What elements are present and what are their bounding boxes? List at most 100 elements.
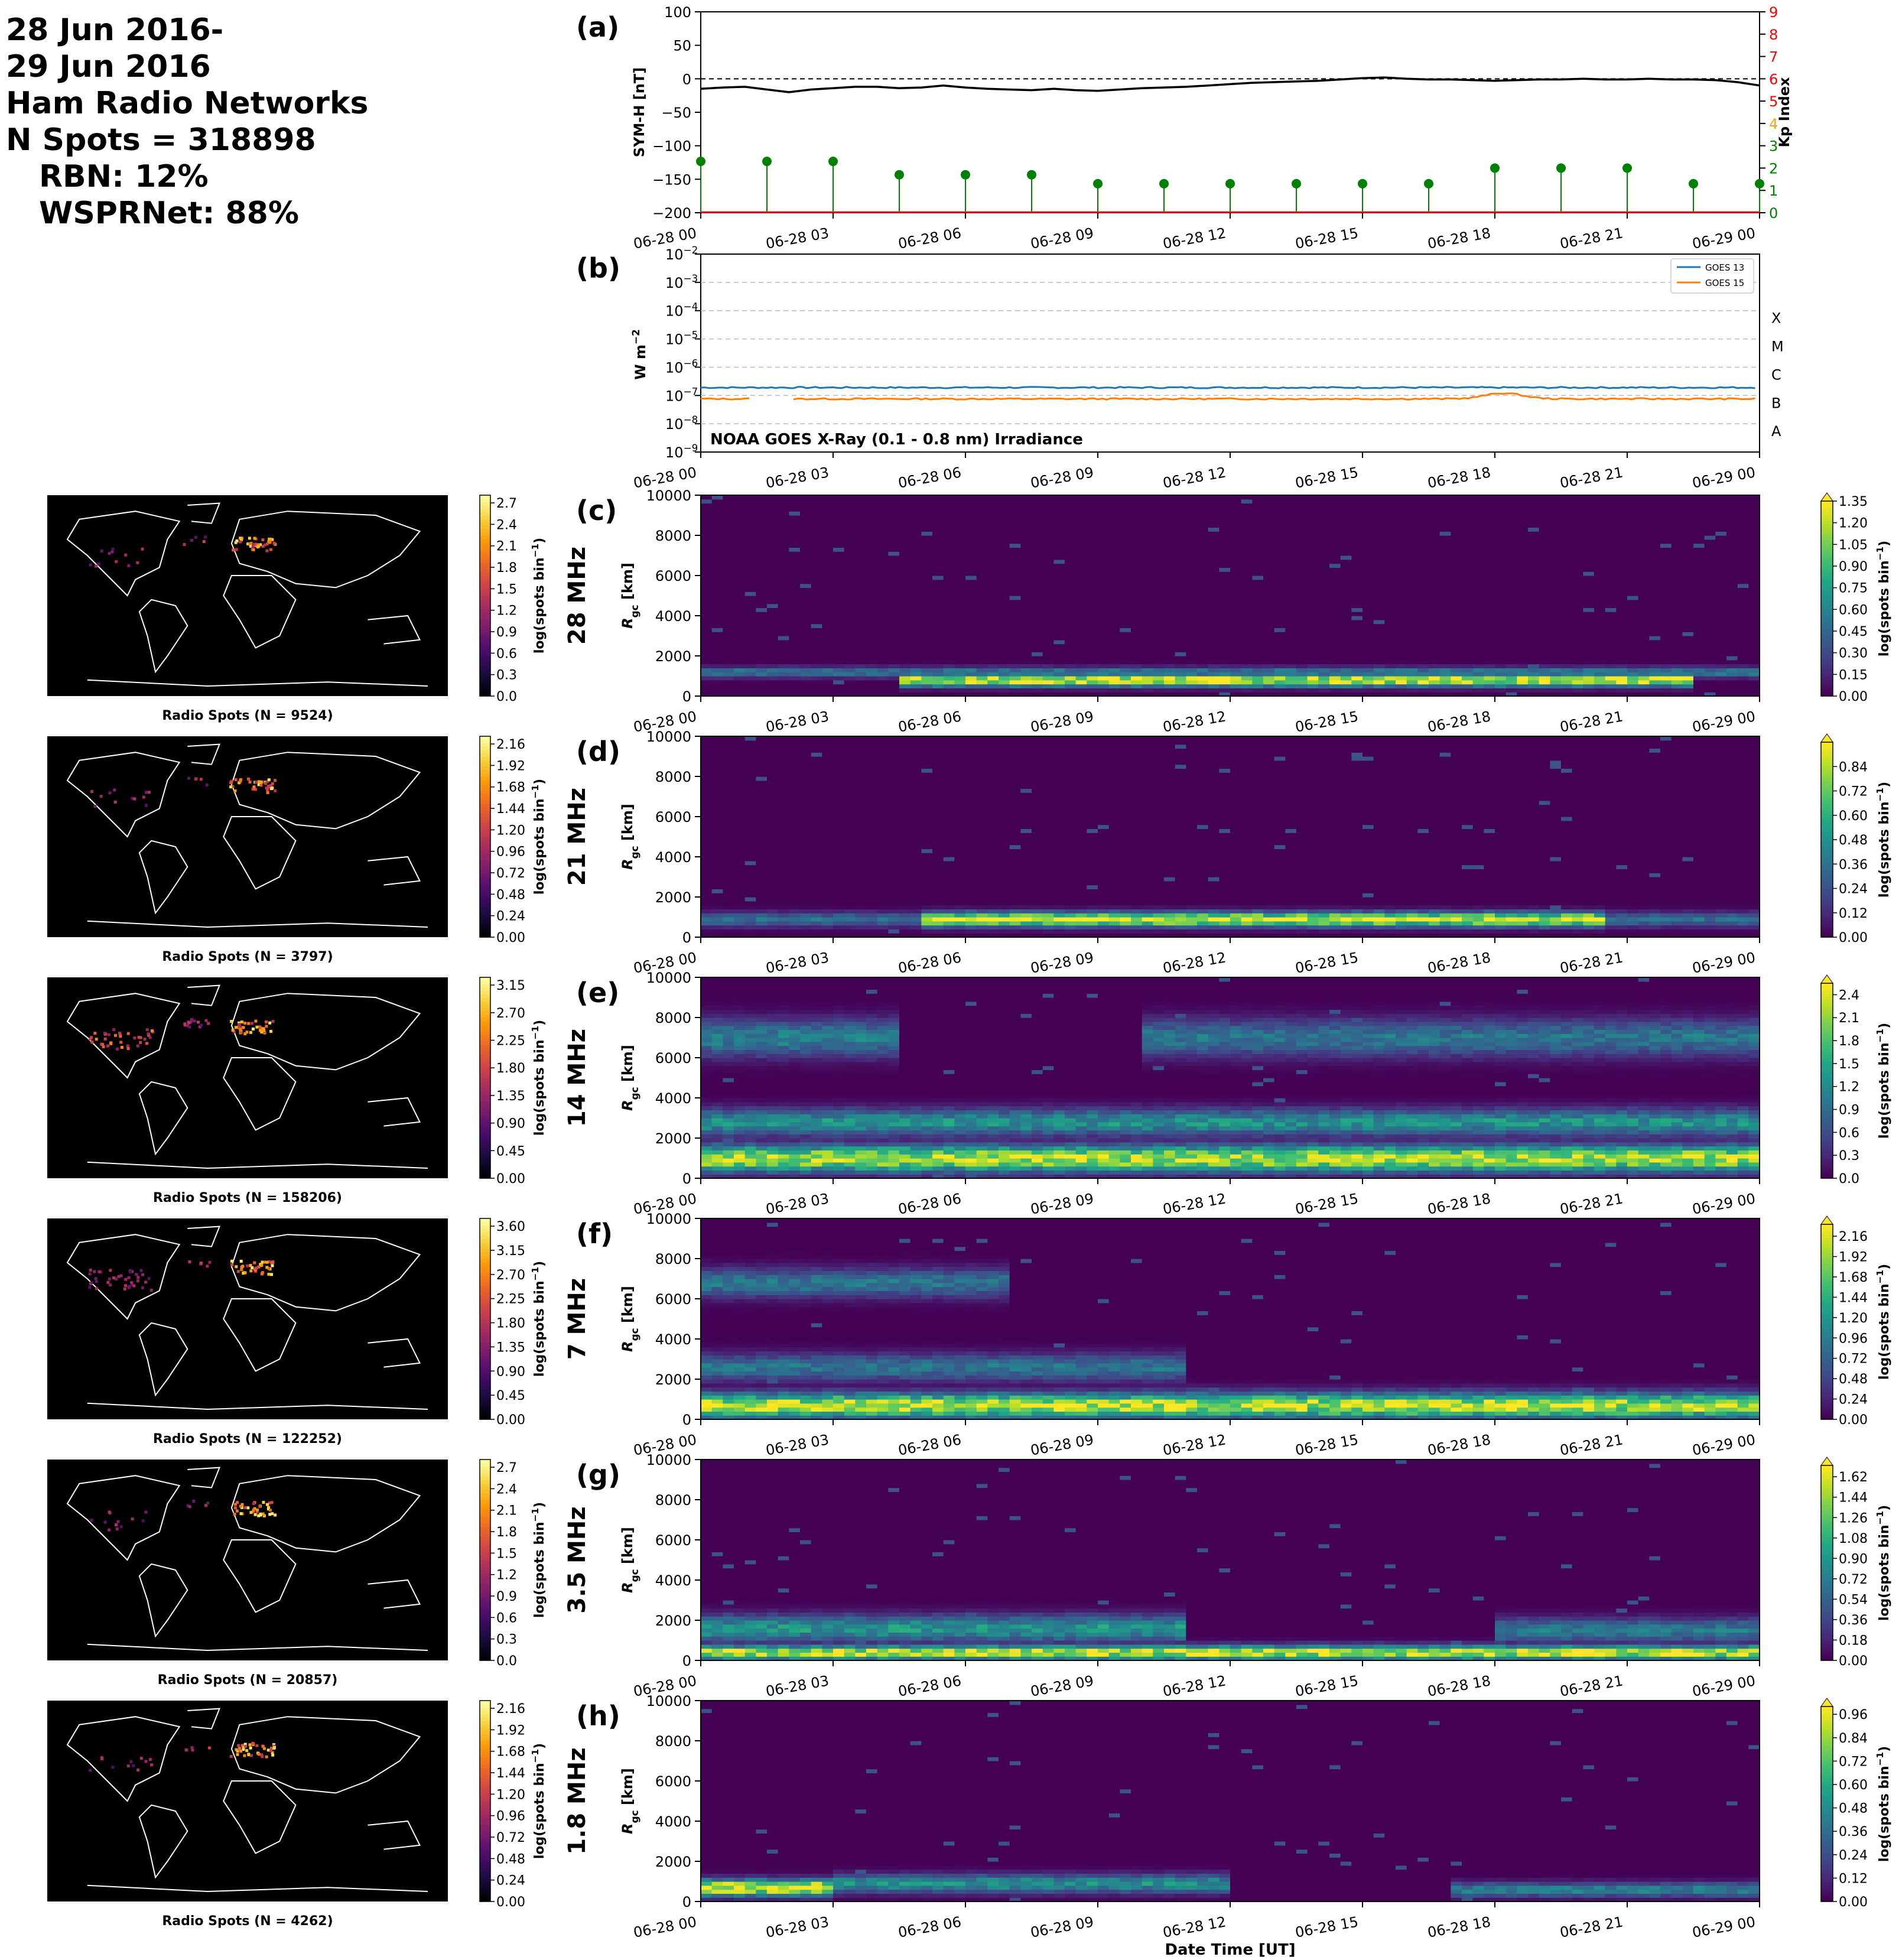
heatmap-cell bbox=[1748, 652, 1760, 656]
heatmap-cell bbox=[1153, 652, 1165, 656]
heatmap-cell bbox=[1682, 664, 1694, 668]
heatmap-cell bbox=[822, 527, 834, 532]
heatmap-cell bbox=[1638, 527, 1650, 532]
heatmap-cell bbox=[1230, 495, 1242, 500]
heatmap-cell bbox=[756, 571, 768, 576]
heatmap-cell bbox=[744, 596, 756, 600]
heatmap-cell bbox=[1726, 688, 1738, 693]
heatmap-cell bbox=[1439, 639, 1451, 645]
heatmap-cell bbox=[965, 551, 977, 556]
heatmap-cell bbox=[866, 527, 878, 532]
heatmap-cell bbox=[987, 659, 999, 665]
heatmap-cell bbox=[789, 688, 801, 693]
heatmap-cell bbox=[1495, 547, 1507, 552]
heatmap-cell bbox=[1042, 636, 1054, 641]
heatmap-cell bbox=[1737, 612, 1749, 616]
heatmap-cell bbox=[711, 559, 723, 564]
heatmap-cell bbox=[1484, 603, 1495, 608]
heatmap-cell bbox=[1384, 579, 1396, 584]
heatmap-cell bbox=[1748, 523, 1760, 528]
heatmap-cell bbox=[877, 591, 889, 596]
kp-marker bbox=[1755, 178, 1764, 188]
heatmap-cell bbox=[1715, 596, 1727, 600]
heatmap-cell bbox=[711, 643, 723, 648]
heatmap-cell bbox=[1704, 579, 1716, 584]
heatmap-cell bbox=[1120, 623, 1131, 628]
heatmap-cell bbox=[1505, 523, 1517, 528]
heatmap-cell bbox=[932, 643, 944, 648]
heatmap-cell bbox=[1142, 499, 1153, 504]
heatmap-cell bbox=[767, 656, 779, 661]
heatmap-cell bbox=[1009, 555, 1021, 560]
heatmap-cell bbox=[910, 579, 922, 584]
heatmap-cell bbox=[1318, 559, 1330, 564]
heatmap-cell bbox=[877, 519, 889, 524]
heatmap-cell bbox=[1572, 567, 1583, 572]
heatmap-cell bbox=[800, 503, 812, 508]
heatmap-cell bbox=[1472, 551, 1484, 556]
heatmap-cell bbox=[999, 692, 1010, 697]
heatmap-cell bbox=[1406, 680, 1418, 685]
heatmap-cell bbox=[1274, 596, 1286, 600]
heatmap-cell bbox=[1439, 632, 1451, 636]
heatmap-cell bbox=[888, 676, 900, 681]
heatmap-cell bbox=[833, 519, 845, 524]
heatmap-cell bbox=[1660, 607, 1672, 612]
heatmap-cell bbox=[987, 571, 999, 576]
heatmap-cell bbox=[1318, 684, 1330, 688]
heatmap-cell bbox=[1131, 599, 1143, 604]
heatmap-cell bbox=[1108, 551, 1120, 556]
heatmap-cell bbox=[1318, 664, 1330, 668]
heatmap-cell bbox=[1042, 672, 1054, 677]
heatmap-cell bbox=[1616, 563, 1628, 568]
heatmap-cell bbox=[1131, 531, 1143, 536]
heatmap-cell bbox=[1219, 680, 1231, 685]
heatmap-cell bbox=[1715, 623, 1727, 628]
heatmap-cell bbox=[723, 495, 734, 500]
heatmap-cell bbox=[1451, 603, 1462, 608]
heatmap-cell bbox=[1075, 515, 1087, 520]
heatmap-cell bbox=[778, 648, 789, 652]
heatmap-cell bbox=[1329, 551, 1341, 556]
heatmap-cell bbox=[822, 571, 834, 576]
heatmap-cell bbox=[1108, 519, 1120, 524]
heatmap-cell bbox=[701, 555, 713, 560]
heatmap-cell bbox=[734, 643, 746, 648]
heatmap-cell bbox=[1704, 583, 1716, 588]
heatmap-cell bbox=[767, 616, 779, 620]
heatmap-cell bbox=[723, 656, 734, 661]
heatmap-cell bbox=[1285, 643, 1297, 648]
heatmap-cell bbox=[1186, 692, 1198, 697]
heatmap-cell bbox=[1296, 535, 1308, 540]
heatmap-cell bbox=[789, 519, 801, 524]
heatmap-cell bbox=[1671, 656, 1683, 661]
heatmap-cell bbox=[1638, 519, 1650, 524]
heatmap-cell bbox=[1274, 643, 1286, 648]
heatmap-cell bbox=[1296, 659, 1308, 665]
heatmap-cell bbox=[1373, 579, 1385, 584]
heatmap-cell bbox=[1263, 643, 1275, 648]
heatmap-cell bbox=[1693, 668, 1705, 672]
heatmap-cell bbox=[756, 583, 768, 588]
heatmap-cell bbox=[1550, 555, 1562, 560]
heatmap-cell bbox=[1219, 503, 1231, 508]
heatmap-cell bbox=[1032, 672, 1043, 677]
heatmap-cell bbox=[932, 515, 944, 520]
heatmap-cell bbox=[800, 591, 812, 596]
heatmap-cell bbox=[1671, 603, 1683, 608]
heatmap-cell bbox=[1748, 656, 1760, 661]
heatmap-cell bbox=[1406, 587, 1418, 592]
heatmap-cell bbox=[1131, 623, 1143, 628]
heatmap-cell bbox=[701, 527, 713, 532]
heatmap-cell bbox=[855, 559, 867, 564]
heatmap-cell bbox=[1693, 616, 1705, 620]
heatmap-cell bbox=[1748, 616, 1760, 620]
heatmap-cell bbox=[1098, 567, 1110, 572]
heatmap-cell bbox=[1285, 596, 1297, 600]
heatmap-cell bbox=[1594, 616, 1606, 620]
heatmap-cell bbox=[932, 576, 944, 580]
heatmap-cell bbox=[701, 607, 713, 612]
heatmap-cell bbox=[1208, 636, 1220, 641]
heatmap-cell bbox=[1197, 547, 1209, 552]
heatmap-cell bbox=[1671, 571, 1683, 576]
